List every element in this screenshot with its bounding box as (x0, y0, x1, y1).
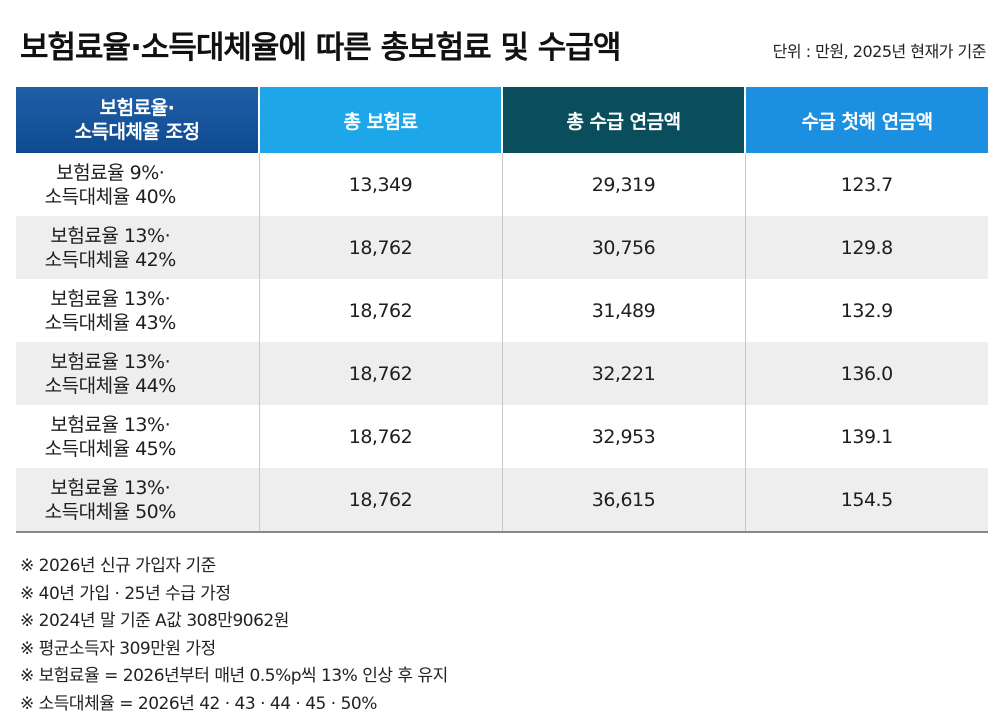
condition-cell: 보험료율 13%· 소득대체율 42% (16, 216, 260, 279)
table-row: 보험료율 13%· 소득대체율 45% 18,762 32,953 139.1 (16, 405, 988, 468)
unit-label: 단위 : 만원, 2025년 현재가 기준 (772, 42, 987, 61)
first-year-pension-cell: 139.1 (745, 405, 988, 468)
footnotes: ※ 2026년 신규 가입자 기준 ※ 40년 가입 · 25년 수급 가정 ※… (20, 553, 448, 718)
table-row: 보험료율 13%· 소득대체율 50% 18,762 36,615 154.5 (16, 468, 988, 533)
condition-cell: 보험료율 13%· 소득대체율 45% (16, 405, 260, 468)
total-premium-cell: 18,762 (259, 279, 503, 342)
total-premium-cell: 18,762 (259, 468, 503, 533)
page-title: 보험료율·소득대체율에 따른 총보험료 및 수급액 (20, 30, 621, 66)
condition-line2: 소득대체율 40% (44, 185, 177, 208)
footnote: ※ 2024년 말 기준 A값 308만9062원 (20, 611, 289, 631)
table-row: 보험료율 9%· 소득대체율 40% 13,349 29,319 123.7 (16, 153, 988, 216)
total-premium-cell: 13,349 (259, 153, 503, 216)
condition-line2: 소득대체율 43% (44, 311, 177, 334)
condition-cell: 보험료율 9%· 소득대체율 40% (16, 153, 260, 216)
condition-line2: 소득대체율 45% (44, 437, 177, 460)
footnote: ※ 보험료율 = 2026년부터 매년 0.5%p씩 13% 인상 후 유지 (20, 666, 448, 686)
first-year-pension-cell: 123.7 (745, 153, 988, 216)
condition-line1: 보험료율 13%· (50, 413, 171, 436)
total-pension-cell: 36,615 (502, 468, 746, 533)
first-year-pension-cell: 132.9 (745, 279, 988, 342)
total-pension-cell: 32,953 (502, 405, 746, 468)
first-year-pension-cell: 129.8 (745, 216, 988, 279)
footnote: ※ 2026년 신규 가입자 기준 (20, 556, 216, 576)
total-pension-cell: 29,319 (502, 153, 746, 216)
header-condition: 보험료율· 소득대체율 조정 (16, 87, 260, 153)
table-row: 보험료율 13%· 소득대체율 43% 18,762 31,489 132.9 (16, 279, 988, 342)
footnote: ※ 소득대체율 = 2026년 42 · 43 · 44 · 45 · 50% (20, 693, 377, 714)
total-premium-cell: 18,762 (259, 216, 503, 279)
header-condition-line2: 소득대체율 조정 (74, 121, 200, 143)
total-pension-cell: 30,756 (502, 216, 746, 279)
condition-line1: 보험료율 13%· (50, 476, 171, 499)
total-premium-cell: 18,762 (259, 342, 503, 405)
condition-line1: 보험료율 13%· (50, 287, 171, 310)
footnote: ※ 평균소득자 309만원 가정 (20, 638, 216, 659)
header-total-pension: 총 수급 연금액 (502, 87, 746, 153)
condition-line1: 보험료율 13%· (50, 350, 171, 373)
condition-line1: 보험료율 13%· (50, 224, 171, 247)
pension-table: 보험료율· 소득대체율 조정 총 보험료 총 수급 연금액 수급 첫해 연금액 … (16, 87, 988, 533)
table-row: 보험료율 13%· 소득대체율 44% 18,762 32,221 136.0 (16, 342, 988, 405)
total-pension-cell: 32,221 (502, 342, 746, 405)
footnote: ※ 40년 가입 · 25년 수급 가정 (20, 583, 231, 604)
table-header-row: 보험료율· 소득대체율 조정 총 보험료 총 수급 연금액 수급 첫해 연금액 (16, 87, 988, 153)
condition-line2: 소득대체율 50% (44, 500, 177, 523)
condition-cell: 보험료율 13%· 소득대체율 43% (16, 279, 260, 342)
header-first-year-pension: 수급 첫해 연금액 (745, 87, 988, 153)
condition-cell: 보험료율 13%· 소득대체율 50% (16, 468, 260, 533)
header-condition-line1: 보험료율· (99, 97, 175, 119)
total-pension-cell: 31,489 (502, 279, 746, 342)
condition-line1: 보험료율 9%· (56, 161, 165, 184)
header-total-premium: 총 보험료 (259, 87, 503, 153)
total-premium-cell: 18,762 (259, 405, 503, 468)
condition-cell: 보험료율 13%· 소득대체율 44% (16, 342, 260, 405)
table-row: 보험료율 13%· 소득대체율 42% 18,762 30,756 129.8 (16, 216, 988, 279)
first-year-pension-cell: 136.0 (745, 342, 988, 405)
condition-line2: 소득대체율 42% (44, 248, 177, 271)
condition-line2: 소득대체율 44% (44, 374, 177, 397)
first-year-pension-cell: 154.5 (745, 468, 988, 533)
